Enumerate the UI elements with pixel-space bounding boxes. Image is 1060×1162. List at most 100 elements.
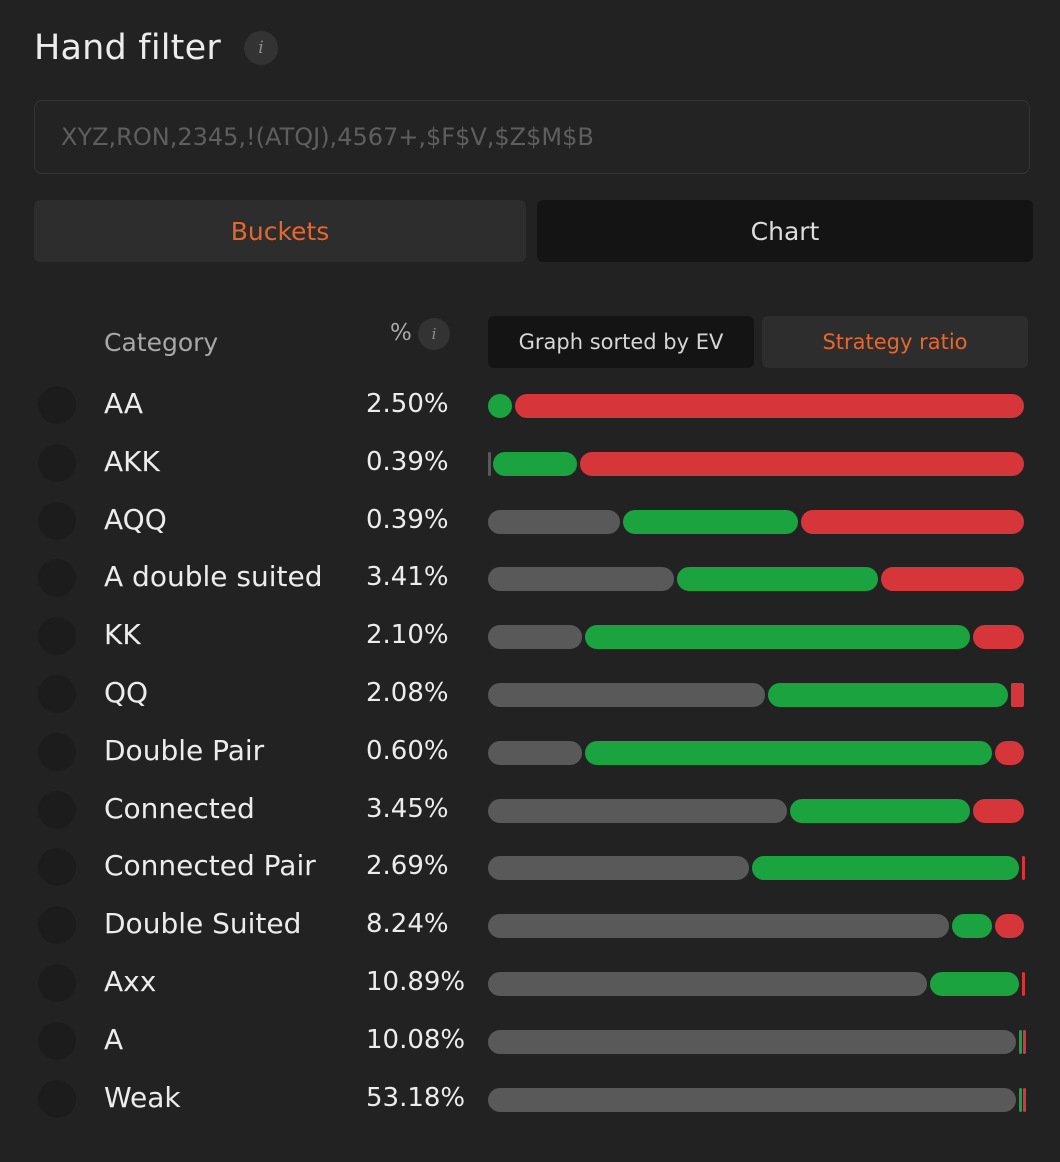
category-percent: 3.45%: [366, 793, 449, 824]
category-row[interactable]: AKK 0.39%: [0, 435, 1060, 493]
row-select-checkbox[interactable]: [38, 848, 76, 887]
category-name: Double Pair: [104, 733, 265, 767]
row-select-checkbox[interactable]: [38, 559, 76, 598]
graph-sorted-by-ev-button[interactable]: Graph sorted by EV: [488, 316, 754, 368]
raise-segment: [994, 914, 1024, 939]
fold-segment: [488, 683, 766, 707]
category-row[interactable]: AQQ 0.39%: [0, 493, 1060, 551]
call-segment: [789, 798, 971, 823]
column-header-category: Category: [104, 328, 219, 357]
strategy-ratio-bar: [488, 798, 1027, 823]
raise-segment: [800, 509, 1024, 534]
fold-segment: [488, 856, 750, 881]
category-percent: 2.69%: [366, 851, 449, 882]
category-row[interactable]: KK 2.10%: [0, 608, 1060, 666]
category-row[interactable]: Double Pair 0.60%: [0, 724, 1060, 782]
row-select-checkbox[interactable]: [38, 964, 76, 1002]
percent-info-icon[interactable]: i: [418, 318, 450, 350]
category-name: Connected Pair: [104, 849, 316, 883]
category-name: A: [104, 1022, 124, 1056]
category-percent: 2.50%: [366, 389, 449, 419]
fold-segment: [488, 1087, 1016, 1112]
category-row[interactable]: Connected Pair 2.69%: [0, 839, 1060, 897]
category-row[interactable]: QQ 2.08%: [0, 666, 1060, 724]
row-select-checkbox[interactable]: [38, 790, 76, 829]
call-segment: [929, 972, 1019, 996]
category-name: Weak: [104, 1080, 181, 1114]
strategy-ratio-bar: [488, 856, 1027, 881]
category-percent: 2.08%: [366, 678, 449, 708]
category-name: AQQ: [104, 502, 167, 536]
category-name: AKK: [104, 444, 160, 478]
fold-segment: [488, 914, 949, 939]
strategy-ratio-bar: [488, 451, 1027, 476]
call-segment: [493, 451, 577, 476]
raise-segment: [1021, 972, 1025, 996]
column-header-percent: %: [390, 320, 412, 346]
category-percent: 10.08%: [366, 1024, 466, 1055]
row-select-checkbox[interactable]: [38, 906, 76, 945]
raise-segment: [1021, 856, 1025, 881]
tab-chart[interactable]: Chart: [537, 200, 1033, 262]
row-select-checkbox[interactable]: [38, 617, 76, 656]
call-segment: [622, 509, 798, 534]
strategy-ratio-bar: [488, 509, 1027, 534]
call-segment: [585, 625, 971, 650]
category-name: QQ: [104, 676, 149, 709]
call-segment: [1018, 1087, 1022, 1112]
call-segment: [488, 394, 512, 418]
category-row[interactable]: Weak 53.18%: [0, 1071, 1060, 1129]
raise-segment: [1023, 1029, 1027, 1054]
raise-segment: [973, 798, 1024, 823]
category-row[interactable]: Connected 3.45%: [0, 782, 1060, 840]
category-row[interactable]: A double suited 3.41%: [0, 550, 1060, 608]
fold-segment: [488, 740, 583, 765]
call-segment: [585, 740, 992, 765]
hand-filter-input[interactable]: [34, 100, 1030, 174]
category-name: Connected: [104, 791, 255, 825]
category-percent: 10.89%: [366, 967, 466, 997]
category-percent: 2.10%: [366, 620, 449, 651]
call-segment: [1018, 1029, 1022, 1054]
fold-segment: [488, 972, 927, 996]
category-percent: 3.41%: [366, 562, 449, 593]
category-percent: 0.60%: [366, 735, 449, 766]
tab-buckets[interactable]: Buckets: [34, 200, 526, 262]
strategy-ratio-bar: [488, 567, 1027, 592]
row-select-checkbox[interactable]: [38, 501, 76, 540]
category-row[interactable]: A 10.08%: [0, 1013, 1060, 1071]
category-name: Axx: [104, 965, 157, 998]
category-row[interactable]: AA 2.50%: [0, 377, 1060, 435]
category-name: Double Suited: [104, 907, 302, 941]
category-name: A double suited: [104, 560, 323, 594]
panel-title: Hand filter: [34, 28, 221, 68]
raise-segment: [1010, 683, 1024, 707]
row-select-checkbox[interactable]: [38, 443, 76, 482]
category-row[interactable]: Axx 10.89%: [0, 955, 1060, 1013]
fold-segment: [488, 1029, 1016, 1054]
row-select-checkbox[interactable]: [38, 675, 76, 713]
fold-segment: [488, 451, 491, 476]
category-percent: 0.39%: [366, 504, 449, 535]
call-segment: [768, 683, 1008, 707]
strategy-ratio-bar: [488, 1087, 1027, 1112]
raise-segment: [1023, 1087, 1027, 1112]
row-select-checkbox[interactable]: [38, 1021, 76, 1060]
info-icon[interactable]: i: [244, 31, 278, 65]
category-name: AA: [104, 387, 144, 420]
call-segment: [752, 856, 1019, 881]
strategy-ratio-button[interactable]: Strategy ratio: [762, 316, 1028, 368]
call-segment: [951, 914, 992, 939]
category-row[interactable]: Double Suited 8.24%: [0, 897, 1060, 955]
strategy-ratio-bar: [488, 1029, 1027, 1054]
row-select-checkbox[interactable]: [38, 386, 76, 424]
row-select-checkbox[interactable]: [38, 1079, 76, 1118]
row-select-checkbox[interactable]: [38, 732, 76, 771]
fold-segment: [488, 625, 583, 650]
raise-segment: [973, 625, 1024, 650]
strategy-ratio-bar: [488, 625, 1027, 650]
strategy-ratio-bar: [488, 394, 1027, 418]
strategy-ratio-bar: [488, 972, 1027, 996]
call-segment: [676, 567, 879, 592]
